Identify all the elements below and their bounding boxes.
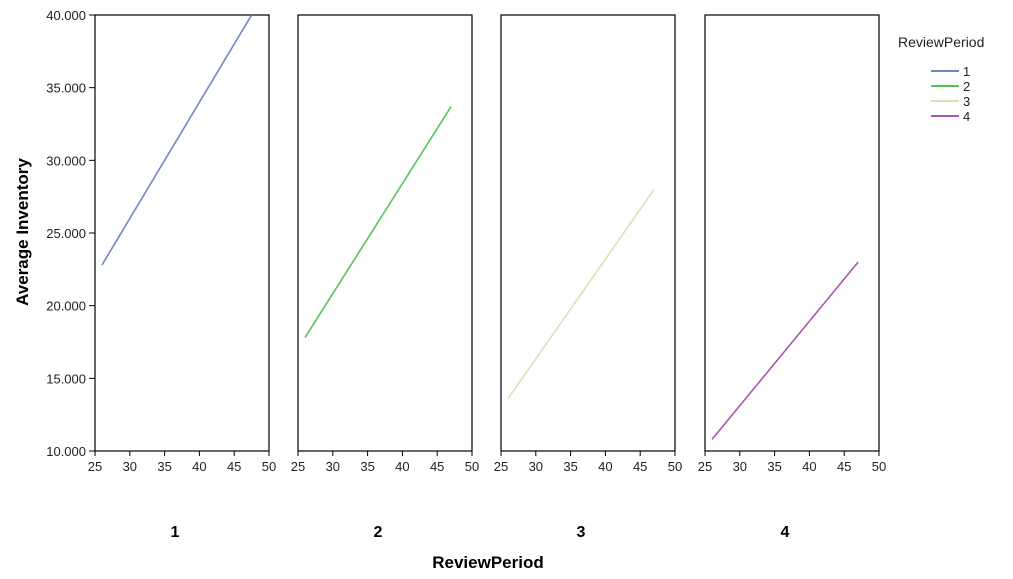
legend-title: ReviewPeriod bbox=[898, 34, 984, 50]
x-tick-label: 25 bbox=[494, 459, 508, 474]
legend-item-2: 2 bbox=[931, 79, 970, 94]
panel-label: 4 bbox=[781, 524, 790, 541]
legend-item-1: 1 bbox=[931, 64, 970, 79]
legend-label: 4 bbox=[963, 109, 970, 124]
y-tick-label: 30.000 bbox=[46, 153, 86, 168]
y-tick-label: 40.000 bbox=[46, 8, 86, 23]
x-tick-label: 35 bbox=[157, 459, 171, 474]
x-tick-label: 35 bbox=[767, 459, 781, 474]
y-tick-label: 35.000 bbox=[46, 81, 86, 96]
x-tick-label: 25 bbox=[291, 459, 305, 474]
x-tick-label: 25 bbox=[698, 459, 712, 474]
x-tick-label: 50 bbox=[262, 459, 276, 474]
x-tick-label: 30 bbox=[733, 459, 747, 474]
x-tick-label: 35 bbox=[563, 459, 577, 474]
x-tick-label: 45 bbox=[633, 459, 647, 474]
legend-label: 3 bbox=[963, 94, 970, 109]
x-tick-label: 50 bbox=[668, 459, 682, 474]
panel-1: 25 30 35 40 45 50 1 bbox=[88, 14, 276, 541]
x-tick-label: 45 bbox=[430, 459, 444, 474]
panel-frame bbox=[297, 14, 473, 452]
x-tick-label: 50 bbox=[465, 459, 479, 474]
x-tick-label: 40 bbox=[802, 459, 816, 474]
x-tick-label: 30 bbox=[529, 459, 543, 474]
x-tick-label: 40 bbox=[395, 459, 409, 474]
x-tick-label: 45 bbox=[227, 459, 241, 474]
y-axis-title: Average Inventory bbox=[13, 158, 32, 306]
x-tick-label: 50 bbox=[872, 459, 886, 474]
panel-4: 25 30 35 40 45 50 4 bbox=[698, 14, 886, 541]
legend-label: 2 bbox=[963, 79, 970, 94]
x-tick-label: 25 bbox=[88, 459, 102, 474]
panel-3: 25 30 35 40 45 50 3 bbox=[494, 14, 682, 541]
x-tick-label: 30 bbox=[326, 459, 340, 474]
series-line-3 bbox=[507, 188, 655, 400]
x-tick-label: 40 bbox=[192, 459, 206, 474]
x-tick-label: 30 bbox=[123, 459, 137, 474]
y-tick-label: 15.000 bbox=[46, 371, 86, 386]
panel-frame bbox=[704, 14, 880, 452]
panel-frame bbox=[500, 14, 676, 452]
y-tick-label: 10.000 bbox=[46, 444, 86, 459]
panel-2: 25 30 35 40 45 50 2 bbox=[291, 14, 479, 541]
series-line-2 bbox=[304, 106, 452, 339]
legend-item-4: 4 bbox=[931, 109, 970, 124]
panel-label: 1 bbox=[171, 524, 180, 541]
series-line-4 bbox=[711, 261, 859, 440]
x-axis-title: ReviewPeriod bbox=[432, 553, 544, 572]
panel-frame bbox=[94, 14, 270, 452]
series-line-1 bbox=[101, 15, 253, 266]
y-axis: 10.000 15.000 20.000 25.000 30.000 35.000 40.0… bbox=[46, 8, 95, 459]
legend-label: 1 bbox=[963, 64, 970, 79]
x-tick-label: 35 bbox=[360, 459, 374, 474]
y-tick-label: 20.000 bbox=[46, 299, 86, 314]
panel-label: 2 bbox=[374, 524, 383, 541]
x-tick-label: 40 bbox=[598, 459, 612, 474]
panel-label: 3 bbox=[577, 524, 586, 541]
y-tick-label: 25.000 bbox=[46, 226, 86, 241]
legend-item-3: 3 bbox=[931, 94, 970, 109]
x-tick-label: 45 bbox=[837, 459, 851, 474]
